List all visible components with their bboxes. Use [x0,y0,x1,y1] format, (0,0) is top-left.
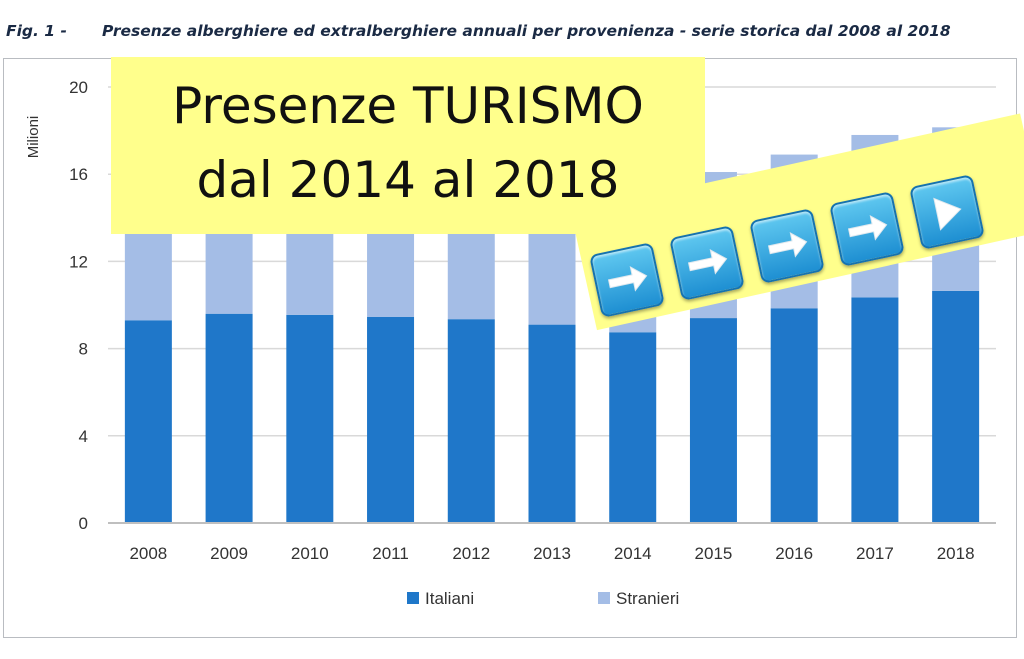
bar-italiani [689,318,737,523]
y-tick-label: 20 [69,78,88,97]
y-tick-label: 8 [79,340,88,359]
y-axis-label: Milioni [25,116,42,159]
arrow-buttons [553,130,1024,340]
y-tick-label: 0 [79,514,88,533]
figure-title: Presenze alberghiere ed extralberghiere … [102,22,951,40]
legend-label: Italiani [425,589,474,608]
x-tick-label: 2015 [695,544,733,563]
x-tick-label: 2010 [291,544,329,563]
legend-swatch [407,592,419,604]
bar-italiani [286,314,334,523]
x-tick-label: 2016 [775,544,813,563]
x-tick-label: 2018 [937,544,975,563]
bar-italiani [932,290,980,523]
arrow-right-icon [847,215,888,241]
legend-swatch [598,592,610,604]
bar-italiani [205,313,253,523]
bar-italiani [367,316,415,523]
bar-stranieri [124,219,172,321]
x-tick-label: 2014 [614,544,652,563]
y-tick-label: 4 [79,427,88,446]
banner-button[interactable] [829,191,905,267]
banner-button[interactable] [909,174,985,250]
x-tick-label: 2017 [856,544,894,563]
x-tick-label: 2009 [210,544,248,563]
bar-italiani [447,319,495,523]
x-tick-label: 2013 [533,544,571,563]
banner-button[interactable] [669,225,745,301]
bar-italiani [851,297,899,523]
y-tick-label: 16 [69,165,88,184]
bar-italiani [609,332,657,523]
x-tick-label: 2008 [129,544,167,563]
arrow-right-icon [767,232,808,258]
overlay-line-2: dal 2014 al 2018 [196,151,620,209]
bar-italiani [124,320,172,523]
legend-label: Stranieri [616,589,679,608]
bar-italiani [770,308,818,523]
arrow-right-icon [607,266,648,292]
banner-button[interactable] [749,208,825,284]
banner-button[interactable] [589,242,665,318]
figure-label: Fig. 1 - [6,22,67,40]
y-tick-label: 12 [69,252,88,271]
overlay-line-1: Presenze TURISMO [172,77,644,135]
bar-italiani [528,324,576,523]
figure-header: Fig. 1 - Presenze alberghiere ed extralb… [6,22,1016,46]
play-icon [933,197,962,231]
x-tick-label: 2011 [372,544,409,563]
arrow-right-icon [687,249,728,275]
x-tick-label: 2012 [452,544,490,563]
